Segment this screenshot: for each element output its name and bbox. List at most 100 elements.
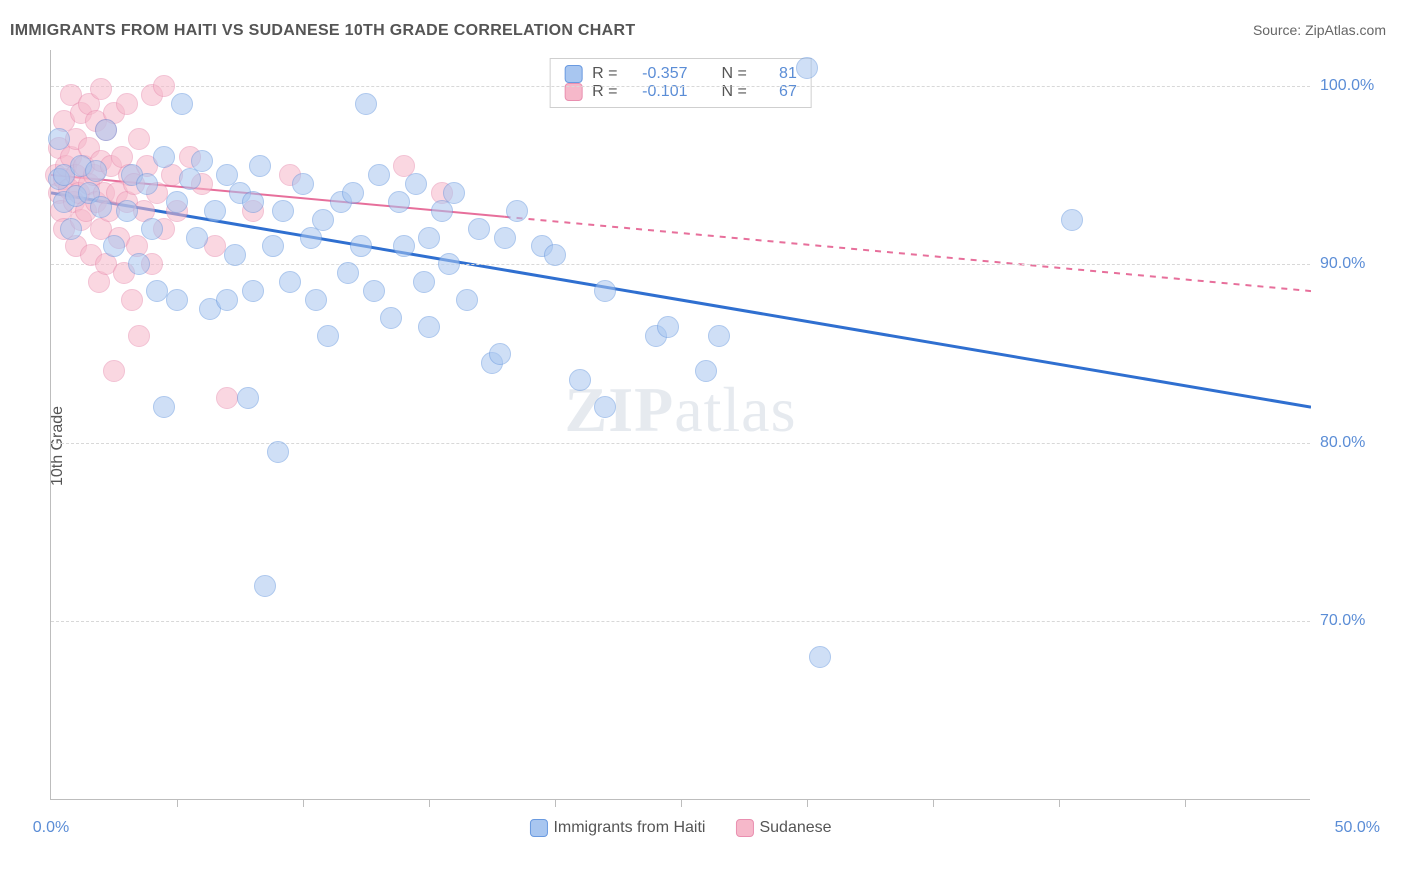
x-tick	[303, 799, 304, 807]
data-point	[249, 155, 271, 177]
data-point	[128, 253, 150, 275]
data-point	[418, 227, 440, 249]
x-tick	[933, 799, 934, 807]
stats-row: R = -0.357 N = 81	[564, 65, 797, 83]
trend-lines-layer	[51, 50, 1311, 800]
data-point	[594, 280, 616, 302]
source-attribution: Source: ZipAtlas.com	[1253, 22, 1386, 38]
chart-title: IMMIGRANTS FROM HAITI VS SUDANESE 10TH G…	[10, 22, 635, 40]
data-point	[116, 93, 138, 115]
data-point	[121, 289, 143, 311]
plot-area: ZIPatlas R =-0.357N =81R =-0.101N =67 Im…	[50, 50, 1310, 800]
data-point	[569, 369, 591, 391]
data-point	[216, 289, 238, 311]
data-point	[809, 646, 831, 668]
x-tick	[807, 799, 808, 807]
x-min-label: 0.0%	[33, 819, 69, 837]
x-tick	[681, 799, 682, 807]
y-tick-label: 90.0%	[1320, 255, 1380, 273]
trend-line	[505, 217, 1311, 291]
data-point	[262, 235, 284, 257]
data-point	[216, 387, 238, 409]
data-point	[146, 280, 168, 302]
data-point	[186, 227, 208, 249]
y-tick-label: 80.0%	[1320, 434, 1380, 452]
x-max-label: 50.0%	[1335, 819, 1380, 837]
stat-n-label: N =	[722, 65, 747, 83]
data-point	[305, 289, 327, 311]
data-point	[413, 271, 435, 293]
data-point	[342, 182, 364, 204]
data-point	[191, 150, 213, 172]
data-point	[350, 235, 372, 257]
data-point	[438, 253, 460, 275]
legend-label: Immigrants from Haiti	[553, 819, 705, 836]
x-tick	[1185, 799, 1186, 807]
data-point	[267, 441, 289, 463]
trend-line	[51, 193, 1311, 407]
data-point	[456, 289, 478, 311]
data-point	[355, 93, 377, 115]
legend-swatch	[735, 819, 753, 837]
data-point	[153, 396, 175, 418]
data-point	[393, 235, 415, 257]
data-point	[388, 191, 410, 213]
data-point	[312, 209, 334, 231]
data-point	[48, 128, 70, 150]
data-point	[272, 200, 294, 222]
data-point	[695, 360, 717, 382]
data-point	[405, 173, 427, 195]
stats-legend-box: R =-0.357N =81R =-0.101N =67	[549, 58, 812, 108]
data-point	[136, 173, 158, 195]
grid-line	[51, 443, 1310, 444]
data-point	[380, 307, 402, 329]
data-point	[90, 196, 112, 218]
data-point	[95, 119, 117, 141]
data-point	[103, 360, 125, 382]
data-point	[166, 191, 188, 213]
data-point	[544, 244, 566, 266]
stat-r-value: -0.357	[628, 65, 688, 83]
grid-line	[51, 86, 1310, 87]
data-point	[279, 271, 301, 293]
grid-line	[51, 621, 1310, 622]
data-point	[708, 325, 730, 347]
data-point	[224, 244, 246, 266]
data-point	[90, 78, 112, 100]
bottom-legend: Immigrants from Haiti Sudanese	[529, 819, 831, 837]
data-point	[116, 200, 138, 222]
x-tick	[555, 799, 556, 807]
data-point	[317, 325, 339, 347]
data-point	[85, 160, 107, 182]
data-point	[368, 164, 390, 186]
data-point	[418, 316, 440, 338]
data-point	[796, 57, 818, 79]
data-point	[363, 280, 385, 302]
data-point	[237, 387, 259, 409]
data-point	[166, 289, 188, 311]
data-point	[489, 343, 511, 365]
data-point	[204, 200, 226, 222]
data-point	[254, 575, 276, 597]
data-point	[242, 280, 264, 302]
data-point	[141, 218, 163, 240]
data-point	[468, 218, 490, 240]
data-point	[594, 396, 616, 418]
data-point	[60, 218, 82, 240]
data-point	[103, 235, 125, 257]
data-point	[1061, 209, 1083, 231]
data-point	[494, 227, 516, 249]
legend-item: Sudanese	[735, 819, 831, 837]
x-tick	[429, 799, 430, 807]
data-point	[171, 93, 193, 115]
legend-swatch	[529, 819, 547, 837]
data-point	[153, 75, 175, 97]
data-point	[128, 128, 150, 150]
data-point	[128, 325, 150, 347]
data-point	[506, 200, 528, 222]
data-point	[443, 182, 465, 204]
legend-swatch	[564, 65, 582, 83]
stat-r-label: R =	[592, 65, 617, 83]
x-tick	[177, 799, 178, 807]
stat-n-value: 81	[757, 65, 797, 83]
